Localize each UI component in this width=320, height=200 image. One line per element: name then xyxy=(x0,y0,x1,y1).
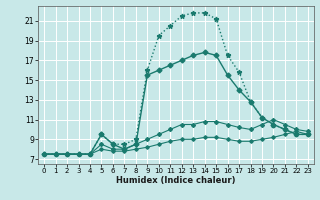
X-axis label: Humidex (Indice chaleur): Humidex (Indice chaleur) xyxy=(116,176,236,185)
